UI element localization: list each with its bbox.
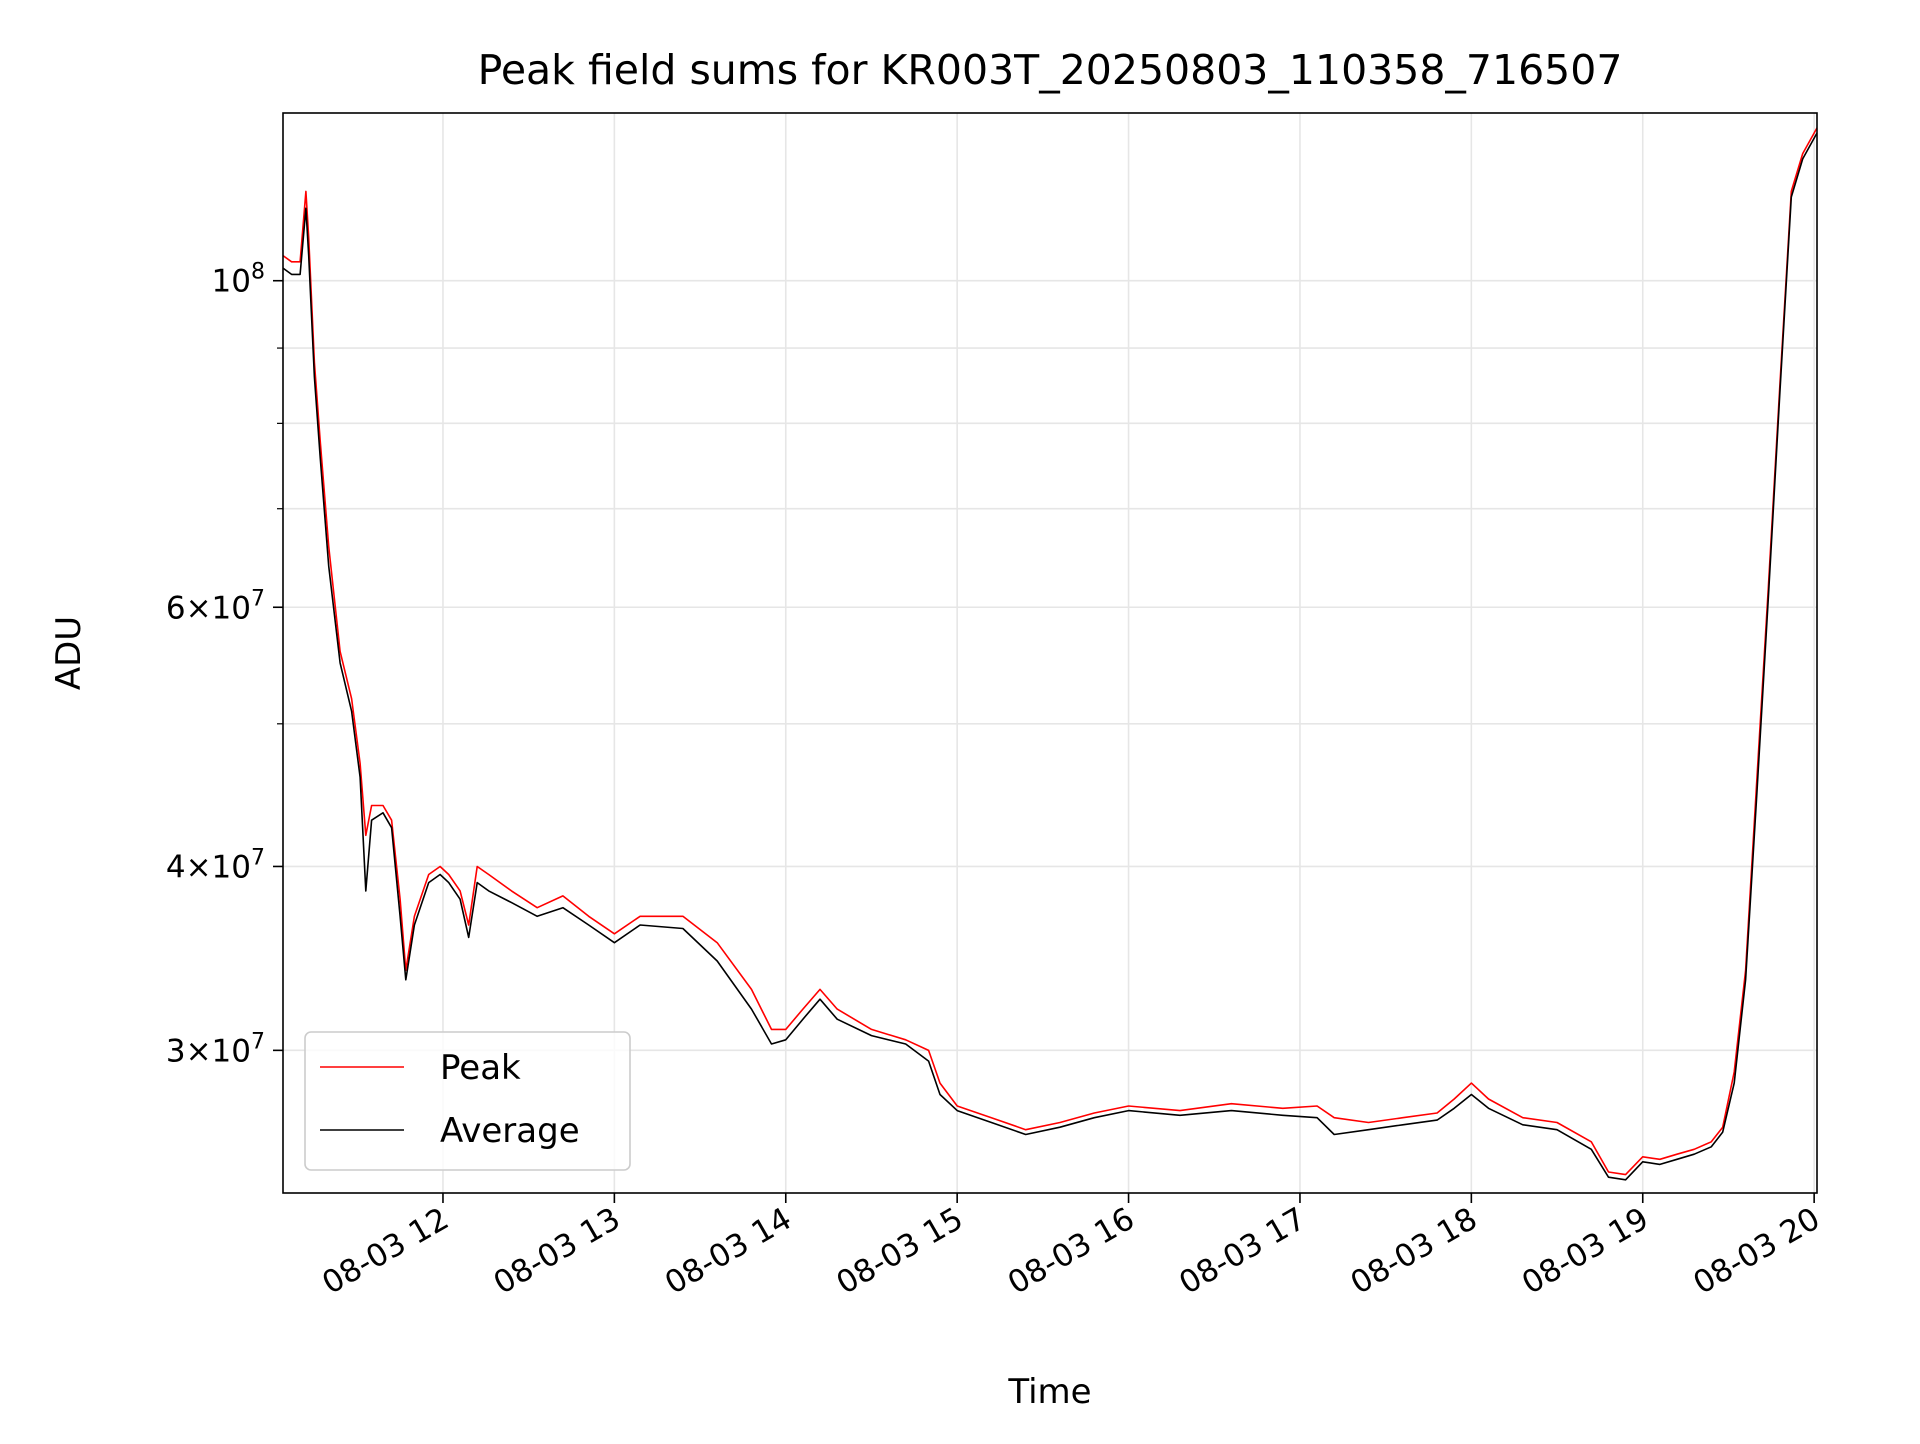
legend-label-average: Average: [440, 1111, 580, 1151]
plot-frame: [282, 112, 1818, 1194]
legend: Peak Average: [304, 1031, 631, 1171]
grid: [283, 113, 1817, 1193]
chart-title: Peak field sums for KR003T_20250803_1103…: [478, 46, 1623, 94]
y-tick-label: 108: [212, 260, 265, 300]
series-line-peak: [282, 127, 1818, 1176]
series-line-average: [282, 132, 1818, 1181]
x-axis-label: Time: [1007, 1372, 1091, 1412]
y-tick-label: 4×107: [166, 845, 265, 885]
series-layer: [282, 127, 1818, 1181]
y-tick-label: 3×107: [166, 1029, 265, 1069]
y-axis: 3×107 4×107 6×107 108: [166, 260, 283, 1069]
y-tick-label: 6×107: [166, 586, 265, 626]
y-axis-label: ADU: [49, 616, 89, 690]
legend-label-peak: Peak: [440, 1048, 521, 1088]
